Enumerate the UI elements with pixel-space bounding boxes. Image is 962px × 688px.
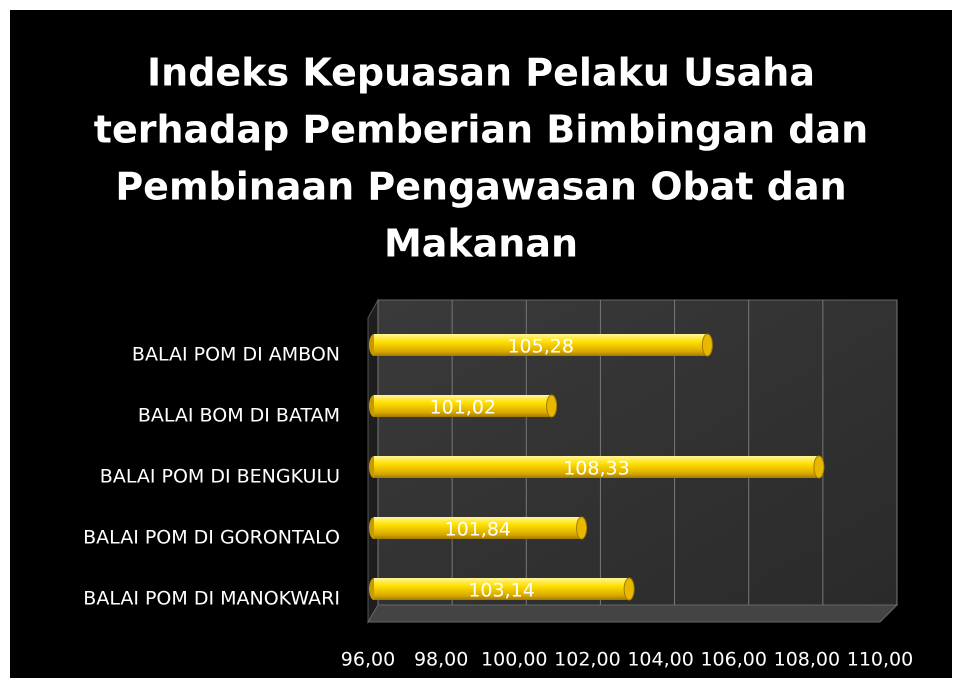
bar-cap (623, 577, 635, 601)
value-label: 108,33 (563, 458, 629, 480)
y-tick-label: BALAI POM DI MANOKWARI (83, 588, 340, 610)
floor (367, 604, 899, 623)
value-label: 105,28 (507, 336, 573, 358)
y-tick-label: BALAI BOM DI BATAM (138, 405, 340, 427)
bar-cap (576, 516, 588, 540)
bar-cap (813, 455, 825, 479)
bar (374, 517, 582, 539)
bar (374, 395, 552, 417)
y-tick-label: BALAI POM DI GORONTALO (83, 527, 340, 549)
bar-cap (701, 333, 713, 357)
value-label: 103,14 (468, 580, 534, 602)
chart-title: Pembinaan Pengawasan Obat dan (115, 165, 846, 209)
bar (374, 334, 708, 356)
chart-title: Indeks Kepuasan Pelaku Usaha (147, 51, 815, 95)
bar (374, 578, 630, 600)
bar-cap (546, 394, 558, 418)
chart-title: terhadap Pemberian Bimbingan dan (94, 108, 868, 152)
x-tick-label: 110,00 (847, 649, 913, 671)
y-tick-label: BALAI POM DI BENGKULU (100, 466, 340, 488)
value-label: 101,84 (445, 519, 511, 541)
x-tick-label: 108,00 (774, 649, 840, 671)
y-tick-label: BALAI POM DI AMBON (132, 344, 340, 366)
x-tick-label: 106,00 (700, 649, 766, 671)
x-tick-label: 96,00 (341, 649, 395, 671)
x-tick-label: 104,00 (627, 649, 693, 671)
x-tick-label: 102,00 (554, 649, 620, 671)
x-tick-label: 100,00 (481, 649, 547, 671)
chart-title: Makanan (384, 222, 578, 266)
value-label: 101,02 (430, 397, 496, 419)
x-tick-label: 98,00 (414, 649, 468, 671)
bar (374, 456, 819, 478)
